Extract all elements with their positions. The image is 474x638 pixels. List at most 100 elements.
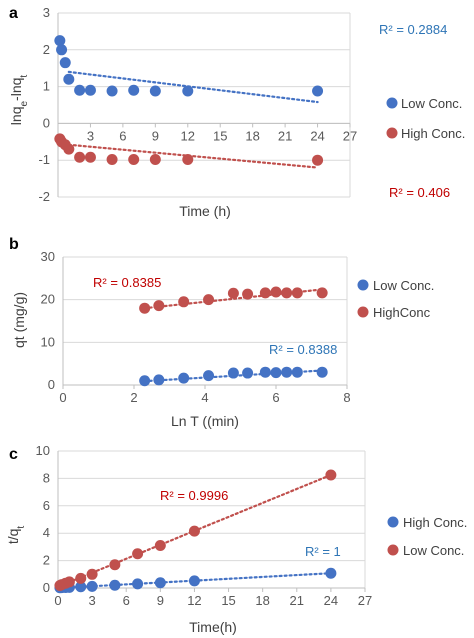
panel-c-x-tick-label: 3 xyxy=(88,593,95,608)
panel-b-letter: b xyxy=(9,236,19,253)
panel-b-point-series-1 xyxy=(203,294,215,306)
panel-b-point-series-1 xyxy=(259,287,271,299)
panel-c-x-tick-label: 21 xyxy=(290,593,304,608)
panel-a-point-series-0 xyxy=(84,84,96,96)
panel-b-r2-high: R² = 0.8385 xyxy=(93,275,161,290)
panel-a-point-series-0 xyxy=(56,44,68,56)
panel-b-x-tick-label: 0 xyxy=(59,390,66,405)
panel-c-point-series-1 xyxy=(86,568,98,580)
panel-c-x-tick-label: 18 xyxy=(255,593,269,608)
panel-b-point-series-0 xyxy=(139,375,151,387)
panel-a-y-tick-label: -2 xyxy=(38,189,50,204)
panel-c-legend-low-marker xyxy=(387,544,399,556)
panel-a-legend-high-label: High Conc. xyxy=(401,126,465,141)
panel-a-point-series-0 xyxy=(106,85,118,97)
panel-c-point-series-1 xyxy=(325,469,337,481)
panel-b-point-series-1 xyxy=(153,300,165,312)
panel-b-trendline-series-1 xyxy=(143,288,324,310)
panel-a-point-series-1 xyxy=(106,153,118,165)
panel-a-point-series-1 xyxy=(74,151,86,163)
panel-b-point-series-1 xyxy=(291,287,303,299)
panel-c-legend-high-marker xyxy=(387,516,399,528)
panel-c-x-tick-label: 24 xyxy=(324,593,338,608)
panel-a-y-tick-label: 3 xyxy=(43,5,50,20)
panel-c-point-series-1 xyxy=(154,540,166,552)
panel-a-x-tick-label: 24 xyxy=(310,128,324,143)
panel-c-y-tick-label: 8 xyxy=(43,470,50,485)
panel-c-x-tick-label: 27 xyxy=(358,593,372,608)
panel-b-y-axis-title: qt (mg/g) xyxy=(11,292,27,348)
panel-a-y-tick-label: 0 xyxy=(43,115,50,130)
panel-c-legend: High Conc. Low Conc. xyxy=(387,515,467,558)
panel-c-legend-high-label: High Conc. xyxy=(403,515,467,530)
panel-b-point-series-1 xyxy=(242,288,254,300)
panel-c-point-series-0 xyxy=(154,577,166,589)
panel-a-point-series-0 xyxy=(74,84,86,96)
panel-c-point-series-1 xyxy=(132,548,144,560)
panel-b-legend-low-label: Low Conc. xyxy=(373,278,434,293)
panel-a-x-axis-title: Time (h) xyxy=(179,203,231,219)
panel-b-point-series-0 xyxy=(281,366,293,378)
panel-b-y-tick-label: 30 xyxy=(41,249,55,264)
panel-c-point-series-1 xyxy=(75,572,87,584)
panel-a-point-series-0 xyxy=(128,84,140,96)
panel-c-letter: c xyxy=(9,446,18,463)
panel-b-point-series-0 xyxy=(242,367,254,379)
panel-c-point-series-1 xyxy=(63,576,75,588)
panel-b-x-tick-label: 4 xyxy=(201,390,208,405)
panel-a-legend-low-label: Low Conc. xyxy=(401,96,462,111)
panel-b-point-series-0 xyxy=(178,372,190,384)
panel-c-point-series-0 xyxy=(325,567,337,579)
panel-c-r2-high: R² = 1 xyxy=(305,544,341,559)
panel-b-point-series-1 xyxy=(139,302,151,314)
panel-b-y-tick-label: 0 xyxy=(48,377,55,392)
panel-a-r2-low: R² = 0.2884 xyxy=(379,22,447,37)
panel-b-x-tick-label: 8 xyxy=(343,390,350,405)
panel-c-point-series-1 xyxy=(188,525,200,537)
panel-b-legend-high-label: HighConc xyxy=(373,305,431,320)
panel-c-point-series-0 xyxy=(86,580,98,592)
panel-a-y-tick-label: 2 xyxy=(43,42,50,57)
panel-a-x-tick-label: 27 xyxy=(343,128,357,143)
panel-c-y-tick-label: 6 xyxy=(43,498,50,513)
panel-a-x-tick-label: 6 xyxy=(119,128,126,143)
panel-b-point-series-0 xyxy=(227,367,239,379)
panel-b-y-tick-label: 20 xyxy=(41,292,55,307)
panel-a-legend-low-marker xyxy=(386,97,398,109)
panel-c-y-axis-title: t/qt xyxy=(5,526,27,545)
panel-b-r2-low: R² = 0.8388 xyxy=(269,342,337,357)
panel-b-point-series-0 xyxy=(270,367,282,379)
panel-a-y-tick-label: 1 xyxy=(43,79,50,94)
panel-a-trendline-series-0 xyxy=(67,70,319,104)
panel-b-point-series-0 xyxy=(259,366,271,378)
panel-c-y-tick-label: 10 xyxy=(36,443,50,458)
panel-b-point-series-1 xyxy=(316,287,328,299)
panel-a-point-series-1 xyxy=(149,153,161,165)
panel-c-x-tick-label: 12 xyxy=(187,593,201,608)
panel-b-chart: 0 10 20 30 0 2 4 6 8 Ln T ((min) qt (mg/g) R² = … xyxy=(11,249,434,429)
panel-b-legend-high-marker xyxy=(357,306,369,318)
panel-a-legend: Low Conc. High Conc. xyxy=(386,96,465,141)
panel-b-point-series-1 xyxy=(178,296,190,308)
panel-a-r2-high: R² = 0.406 xyxy=(389,185,450,200)
panel-a-point-series-1 xyxy=(312,154,324,166)
panel-c-x-axis-title: Time(h) xyxy=(189,619,237,635)
panel-a-point-series-0 xyxy=(312,85,324,97)
panel-a-letter: a xyxy=(9,5,18,22)
panel-a-legend-high-marker xyxy=(386,127,398,139)
panel-b-y-tick-label: 10 xyxy=(41,334,55,349)
panel-a-x-tick-label: 12 xyxy=(181,128,195,143)
panel-c-point-series-1 xyxy=(109,559,121,571)
panel-b-point-series-1 xyxy=(227,287,239,299)
panel-b-x-tick-label: 6 xyxy=(272,390,279,405)
panel-c-point-series-0 xyxy=(132,578,144,590)
panel-b-point-series-1 xyxy=(281,287,293,299)
panel-c-point-series-0 xyxy=(188,575,200,587)
panel-b-legend-low-marker xyxy=(357,279,369,291)
panel-a-trendline-series-1 xyxy=(67,143,319,169)
panel-a-point-series-1 xyxy=(84,151,96,163)
panel-a-point-series-0 xyxy=(54,35,66,47)
panel-c-x-tick-label: 15 xyxy=(221,593,235,608)
